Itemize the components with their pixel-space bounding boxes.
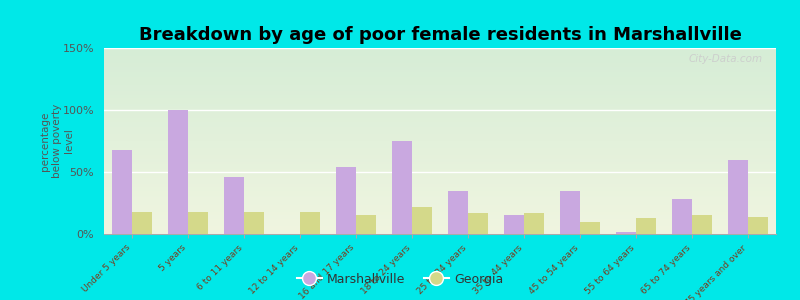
Bar <box>505 215 524 234</box>
Bar <box>356 215 376 234</box>
Bar <box>412 207 432 234</box>
Bar <box>300 212 320 234</box>
Bar <box>616 232 636 234</box>
Y-axis label: percentage
below poverty
level: percentage below poverty level <box>41 104 74 178</box>
Bar <box>692 215 712 234</box>
Bar <box>672 199 692 234</box>
Bar <box>188 212 208 234</box>
Bar <box>524 213 544 234</box>
Bar <box>168 110 188 234</box>
Bar <box>337 167 356 234</box>
Bar <box>449 190 468 234</box>
Legend: Marshallville, Georgia: Marshallville, Georgia <box>292 268 508 291</box>
Text: City-Data.com: City-Data.com <box>689 54 762 64</box>
Bar <box>561 190 580 234</box>
Bar <box>636 218 656 234</box>
Bar <box>748 217 768 234</box>
Bar <box>112 150 132 234</box>
Title: Breakdown by age of poor female residents in Marshallville: Breakdown by age of poor female resident… <box>138 26 742 44</box>
Bar <box>580 222 600 234</box>
Bar <box>393 141 412 234</box>
Bar <box>244 212 264 234</box>
Bar <box>468 213 487 234</box>
Bar <box>132 212 152 234</box>
Bar <box>728 160 748 234</box>
Bar <box>224 177 244 234</box>
